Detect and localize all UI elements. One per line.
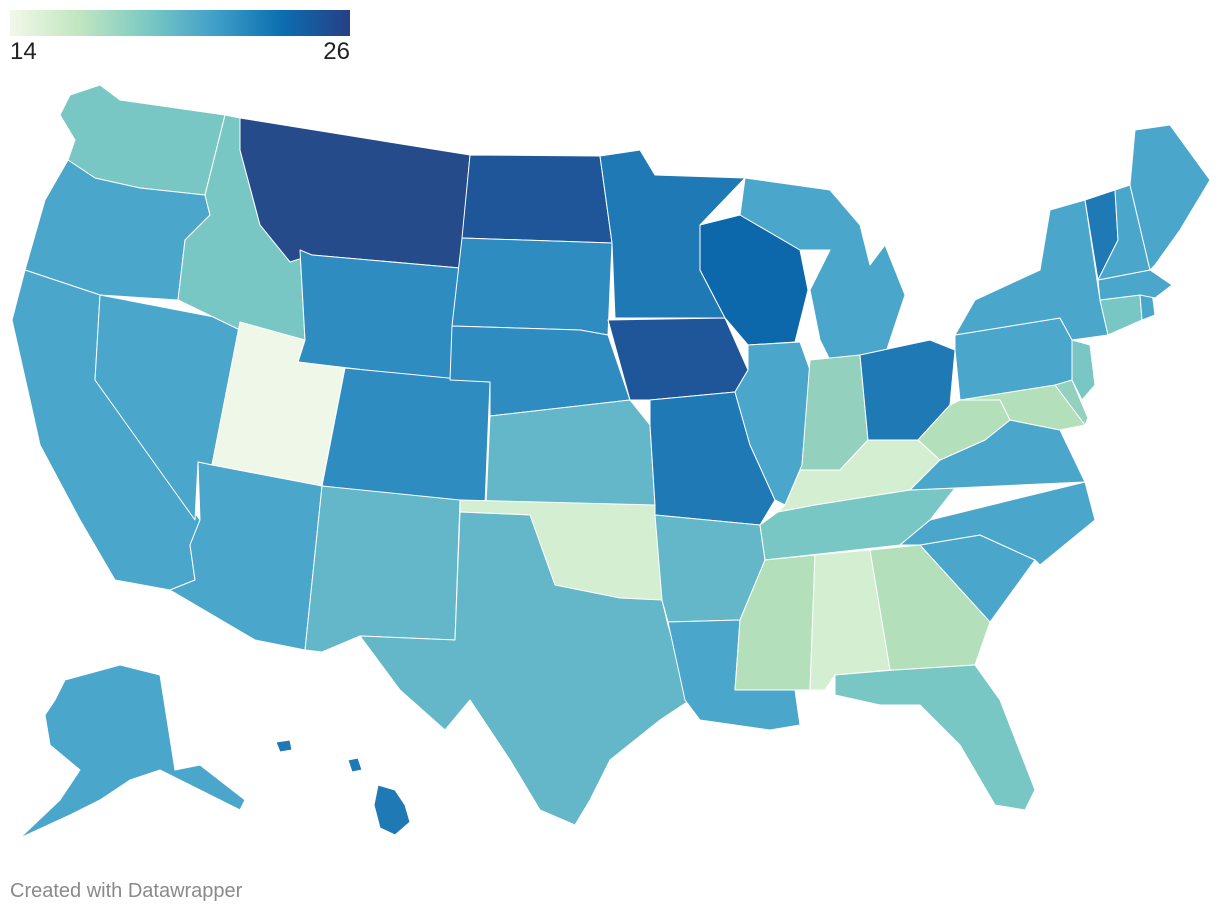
state-nm[interactable]	[304, 485, 461, 653]
state-ak[interactable]	[19, 664, 246, 839]
state-fl[interactable]	[834, 664, 1036, 811]
state-il[interactable]	[734, 341, 811, 506]
legend-min-label: 14	[10, 38, 37, 65]
legend-max-label: 26	[323, 38, 350, 65]
state-hi[interactable]	[373, 784, 411, 836]
state-ny[interactable]	[954, 199, 1109, 341]
state-nd[interactable]	[461, 154, 613, 244]
state-wy[interactable]	[297, 249, 461, 381]
color-legend: 14 26	[10, 10, 350, 70]
state-nc[interactable]	[899, 481, 1096, 566]
state-me[interactable]	[1129, 124, 1211, 271]
state-nh[interactable]	[1097, 184, 1151, 281]
state-ks[interactable]	[485, 399, 656, 506]
legend-gradient-bar	[10, 10, 350, 36]
state-ct[interactable]	[1099, 294, 1143, 336]
state-co[interactable]	[321, 367, 491, 506]
state-sd[interactable]	[451, 237, 613, 336]
state-tx[interactable]	[359, 511, 691, 826]
state-hi-island-oahu[interactable]	[275, 739, 293, 753]
state-hi-island-maui[interactable]	[347, 757, 363, 773]
state-ia[interactable]	[607, 317, 749, 401]
credit-text: Created with Datawrapper	[10, 880, 243, 902]
